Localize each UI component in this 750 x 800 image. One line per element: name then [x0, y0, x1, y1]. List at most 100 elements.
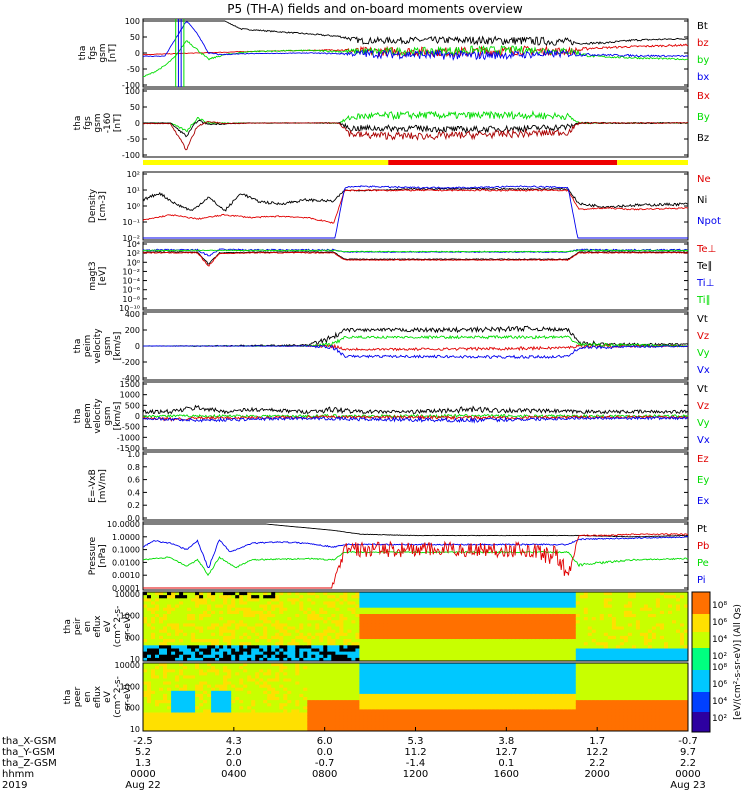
- heat-cell: [255, 709, 260, 713]
- heat-cell: [159, 617, 164, 621]
- heat-cell: [435, 654, 440, 659]
- heat-cell: [531, 635, 537, 640]
- heat-cell: [179, 727, 184, 732]
- heat-cell: [287, 724, 292, 729]
- heat-cell: [407, 623, 412, 627]
- heat-cell: [239, 595, 244, 599]
- heat-cell: [447, 675, 453, 679]
- heat-cell: [271, 657, 276, 662]
- heat-cell: [383, 657, 388, 662]
- heat-cell: [283, 697, 288, 701]
- heat-cell: [479, 620, 485, 624]
- heat-cell: [203, 617, 208, 621]
- heat-cell: [147, 712, 152, 717]
- heat-cell: [631, 610, 637, 615]
- heat-cell: [143, 703, 148, 707]
- heat-cell: [199, 721, 204, 726]
- heat-cell: [427, 598, 432, 602]
- heat-cell: [243, 727, 248, 732]
- heat-cell: [163, 595, 168, 599]
- heat-cell: [627, 642, 633, 646]
- heat-cell: [543, 657, 549, 662]
- heat-cell: [183, 687, 188, 692]
- heat-cell: [279, 626, 284, 631]
- heat-cell: [287, 700, 292, 704]
- heat-cell: [659, 614, 665, 618]
- heat-cell: [431, 727, 436, 732]
- heat-cell: [571, 614, 577, 618]
- heat-cell: [351, 614, 356, 618]
- heat-cell: [451, 681, 457, 686]
- heat-cell: [664, 626, 669, 631]
- heat-cell: [219, 693, 224, 698]
- heat-cell: [551, 614, 557, 618]
- heat-cell: [339, 623, 344, 627]
- heat-cell: [303, 675, 308, 679]
- heat-cell: [167, 675, 172, 679]
- heat-cell: [295, 690, 300, 695]
- heat-cell: [411, 610, 416, 615]
- heat-cell: [668, 635, 673, 640]
- heat-cell: [183, 620, 188, 624]
- heat-cell: [639, 657, 645, 662]
- heat-cell: [215, 703, 220, 707]
- heat-cell: [207, 684, 212, 689]
- heat-cell: [227, 657, 232, 662]
- heat-cell: [155, 654, 160, 659]
- heat-cell: [415, 678, 420, 683]
- heat-cell: [631, 657, 637, 662]
- heat-cell: [435, 617, 440, 621]
- heat-cell: [287, 651, 292, 656]
- heat-cell: [287, 654, 292, 659]
- heat-cell: [167, 715, 172, 720]
- heat-cell: [219, 703, 224, 707]
- heat-cell: [631, 604, 637, 609]
- heat-cell: [171, 693, 176, 698]
- heat-cell: [423, 617, 428, 621]
- heat-cell: [668, 642, 673, 646]
- heat-cell: [435, 645, 440, 649]
- heat-cell: [315, 651, 320, 656]
- heat-cell: [419, 675, 424, 679]
- heat-cell: [655, 657, 661, 662]
- heat-cell: [311, 700, 316, 704]
- heat-cell: [335, 706, 340, 710]
- heat-cell: [311, 669, 316, 673]
- heat-cell: [479, 639, 485, 643]
- heat-cell: [547, 610, 553, 615]
- heat-cell: [251, 626, 256, 631]
- heat-cell: [243, 715, 248, 720]
- heat-cell: [451, 721, 457, 726]
- heat-cell: [515, 623, 521, 627]
- heat-cell: [203, 592, 208, 596]
- heat-cell: [223, 706, 228, 710]
- heat-cell: [483, 592, 489, 596]
- heat-cell: [219, 639, 224, 643]
- y-tick-label: 10⁻⁶: [122, 286, 140, 295]
- heat-cell: [415, 687, 420, 692]
- heat-cell: [331, 669, 336, 673]
- legend-label: Ey: [697, 475, 709, 486]
- heat-cell: [335, 712, 340, 717]
- heat-cell: [611, 598, 617, 602]
- heat-cell: [672, 604, 677, 609]
- heat-cell: [179, 626, 184, 631]
- heat-cell: [267, 635, 272, 640]
- heat-cell: [219, 604, 224, 609]
- heat-cell: [227, 635, 232, 640]
- heat-cell: [195, 709, 200, 713]
- heat-cell: [331, 601, 336, 605]
- heat-cell: [575, 620, 581, 624]
- heat-cell: [676, 648, 681, 653]
- heat-cell: [467, 617, 473, 621]
- heat-cell: [463, 651, 469, 656]
- heat-cell: [439, 672, 444, 676]
- heat-cell: [375, 672, 380, 676]
- heat-cell: [231, 681, 236, 686]
- heat-cell: [283, 604, 288, 609]
- y-tick-label: 50: [130, 103, 140, 112]
- heat-cell: [467, 632, 473, 637]
- heat-cell: [287, 678, 292, 683]
- heat-cell: [291, 693, 296, 698]
- heat-cell: [303, 721, 308, 726]
